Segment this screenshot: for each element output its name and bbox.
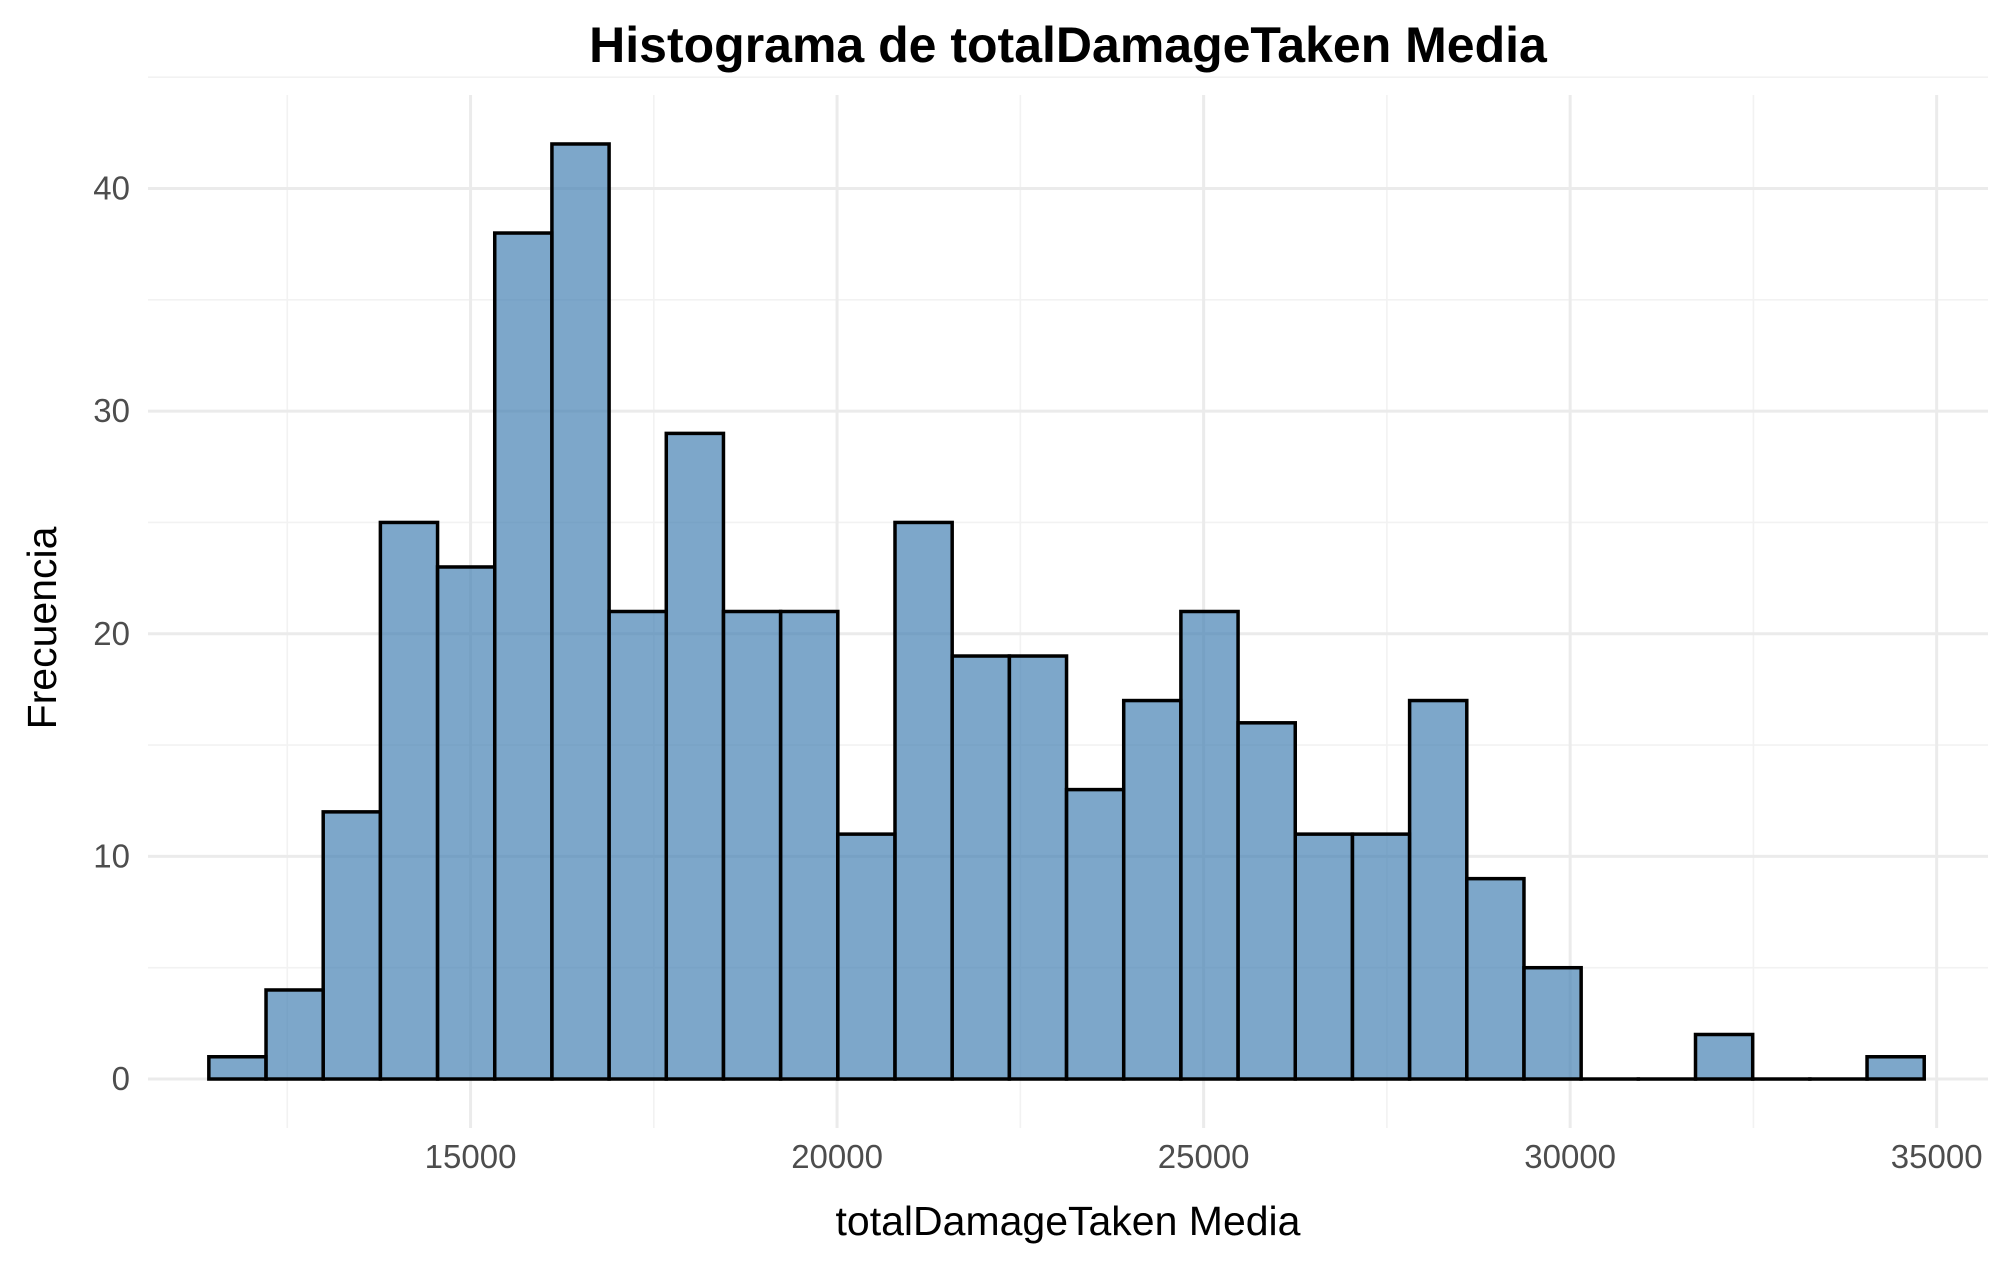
histogram-bar	[550, 142, 611, 1081]
histogram-bar	[207, 1055, 268, 1081]
x-tick-label: 35000	[1891, 1138, 1983, 1175]
histogram-bar	[1865, 1055, 1926, 1081]
y-axis-ticks: 0 10 20 30 40	[93, 170, 130, 1098]
y-tick-label: 20	[93, 615, 130, 652]
histogram-bar	[1407, 698, 1469, 1081]
x-tick-label: 20000	[791, 1138, 883, 1175]
y-axis-title: Frecuencia	[19, 526, 65, 729]
histogram-bar	[778, 609, 840, 1081]
histogram-bar	[1293, 832, 1355, 1081]
histogram-bar	[435, 565, 497, 1081]
histogram-bar	[950, 654, 1012, 1081]
x-axis-ticks: 15000 20000 25000 30000 35000	[425, 1138, 1983, 1175]
y-tick-label: 30	[93, 392, 130, 429]
histogram-bar	[1350, 832, 1412, 1081]
x-tick-label: 15000	[425, 1138, 517, 1175]
histogram-bar	[1522, 965, 1583, 1081]
chart-title: Histograma de totalDamageTaken Media	[589, 17, 1548, 73]
histogram-bar	[264, 988, 325, 1081]
y-tick-label: 0	[112, 1060, 130, 1097]
histogram-bar	[664, 431, 726, 1081]
histogram-bar	[492, 231, 554, 1081]
histogram-bar	[1007, 654, 1069, 1081]
histogram-bar	[321, 810, 383, 1081]
histogram-bar	[1693, 1032, 1755, 1081]
y-tick-label: 10	[93, 837, 130, 874]
histogram-bar	[1236, 721, 1298, 1081]
histogram-bar	[1465, 876, 1526, 1081]
x-axis-title: totalDamageTaken Media	[836, 1198, 1301, 1244]
histogram-bar	[721, 609, 783, 1081]
histogram-bar	[1064, 787, 1126, 1081]
histogram-bar	[836, 832, 897, 1081]
y-tick-label: 40	[93, 170, 130, 207]
histogram-bars	[207, 142, 1926, 1081]
x-tick-label: 30000	[1524, 1138, 1616, 1175]
histogram-bar	[1121, 698, 1183, 1081]
histogram-bar	[607, 609, 669, 1081]
histogram-bar	[893, 520, 954, 1081]
histogram-bar	[1179, 609, 1240, 1081]
x-tick-label: 25000	[1158, 1138, 1250, 1175]
histogram-bar	[378, 520, 440, 1081]
